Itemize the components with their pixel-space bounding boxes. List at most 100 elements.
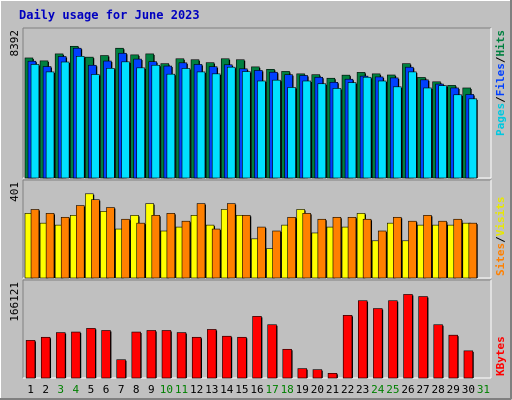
bar-kbytes-day-9 — [146, 330, 157, 379]
bar-pages-day-21 — [332, 88, 342, 179]
bar-sites-day-18 — [287, 216, 296, 279]
day-label-31: 31 — [477, 383, 490, 396]
day-label-16: 16 — [250, 383, 263, 396]
bar-sites-day-24 — [377, 230, 387, 279]
bar-sites-day-5 — [91, 199, 100, 279]
day-label-2: 2 — [42, 383, 49, 396]
bar-pages-day-22 — [347, 82, 357, 179]
day-label-5: 5 — [88, 383, 95, 396]
day-label-14: 14 — [220, 383, 234, 396]
day-label-13: 13 — [205, 383, 218, 396]
bar-kbytes-day-19 — [297, 368, 307, 379]
day-label-27: 27 — [416, 383, 429, 396]
bar-sites-day-14 — [226, 203, 236, 279]
day-label-30: 30 — [462, 383, 475, 396]
day-label-23: 23 — [356, 383, 369, 396]
bar-pages-day-26 — [408, 71, 417, 179]
bar-pages-day-6 — [106, 68, 115, 179]
day-label-29: 29 — [447, 383, 460, 396]
bar-pages-day-7 — [121, 61, 130, 179]
day-label-24: 24 — [371, 383, 385, 396]
label-separator: / — [494, 96, 507, 103]
bar-pages-day-30 — [468, 98, 477, 179]
bar-sites-day-26 — [408, 220, 417, 279]
bar-kbytes-day-16 — [252, 316, 262, 379]
bar-pages-day-14 — [226, 66, 236, 179]
bar-kbytes-day-3 — [56, 332, 66, 379]
bar-sites-day-7 — [121, 218, 130, 279]
bar-kbytes-day-25 — [388, 300, 398, 379]
day-label-19: 19 — [296, 383, 309, 396]
day-label-10: 10 — [160, 383, 173, 396]
legend-pages: Pages — [494, 103, 507, 136]
day-label-26: 26 — [401, 383, 414, 396]
bar-kbytes-day-18 — [282, 348, 292, 379]
bar-pages-day-29 — [453, 94, 462, 179]
bar-kbytes-day-10 — [161, 330, 172, 379]
day-label-18: 18 — [281, 383, 294, 396]
day-label-28: 28 — [432, 383, 445, 396]
bar-sites-day-15 — [242, 215, 251, 279]
bar-sites-day-17 — [272, 230, 281, 279]
bar-kbytes-day-12 — [191, 336, 202, 379]
bar-sites-day-9 — [151, 215, 160, 279]
bar-kbytes-day-20 — [312, 369, 323, 379]
bar-sites-day-21 — [332, 216, 342, 279]
bar-pages-day-13 — [211, 73, 221, 179]
day-label-7: 7 — [118, 383, 125, 396]
bar-kbytes-day-14 — [222, 335, 232, 379]
bar-pages-day-19 — [302, 80, 311, 179]
day-label-25: 25 — [386, 383, 399, 396]
bar-pages-day-10 — [166, 73, 176, 179]
legend-files: Files — [494, 63, 507, 96]
bar-pages-day-23 — [362, 76, 372, 179]
bar-pages-day-28 — [438, 85, 447, 179]
bar-sites-day-3 — [60, 216, 70, 279]
bar-sites-day-23 — [362, 218, 372, 279]
scale-label-visits: 401 — [8, 182, 21, 202]
day-label-6: 6 — [103, 383, 110, 396]
legend-kbytes: KBytes — [494, 336, 507, 376]
label-separator: / — [494, 56, 507, 63]
bar-pages-day-8 — [136, 67, 145, 179]
bar-pages-day-17 — [272, 79, 281, 179]
bar-sites-day-1 — [30, 209, 40, 279]
bar-kbytes-day-28 — [433, 324, 443, 379]
bar-sites-day-22 — [347, 216, 357, 279]
day-label-15: 15 — [235, 383, 248, 396]
bar-sites-day-20 — [317, 218, 327, 279]
day-label-3: 3 — [57, 383, 64, 396]
bar-pages-day-27 — [423, 87, 432, 179]
bar-sites-day-2 — [45, 213, 55, 279]
day-label-11: 11 — [175, 383, 188, 396]
bar-pages-day-18 — [287, 87, 296, 179]
legend-hits: Hits — [494, 30, 507, 57]
bar-kbytes-day-4 — [71, 331, 81, 379]
scale-label-kbytes: 166121 — [8, 282, 21, 322]
bar-pages-day-1 — [30, 64, 40, 179]
bar-sites-day-6 — [106, 207, 115, 279]
legend-kbytes-panel: KBytes — [494, 336, 507, 376]
bar-kbytes-day-30 — [463, 350, 474, 379]
legend-sites: Sites — [494, 243, 507, 276]
day-label-4: 4 — [73, 383, 80, 396]
bar-kbytes-day-11 — [176, 332, 187, 379]
bar-sites-day-12 — [196, 203, 206, 279]
bar-sites-day-16 — [257, 226, 266, 279]
bar-pages-day-5 — [91, 74, 100, 179]
bar-pages-day-2 — [45, 71, 55, 179]
day-label-12: 12 — [190, 383, 203, 396]
legend-visits-panel: Sites/Visits — [494, 197, 507, 277]
bar-pages-day-15 — [242, 71, 251, 179]
bar-kbytes-day-29 — [448, 334, 458, 379]
label-separator: / — [494, 236, 507, 243]
scale-label-hits: 8392 — [8, 30, 21, 57]
day-label-22: 22 — [341, 383, 354, 396]
bar-kbytes-day-23 — [357, 300, 368, 379]
bar-pages-day-11 — [181, 68, 191, 179]
bar-sites-day-10 — [166, 213, 176, 279]
legend-hits-panel: Pages/Files/Hits — [494, 30, 507, 136]
bar-pages-day-4 — [76, 56, 85, 179]
